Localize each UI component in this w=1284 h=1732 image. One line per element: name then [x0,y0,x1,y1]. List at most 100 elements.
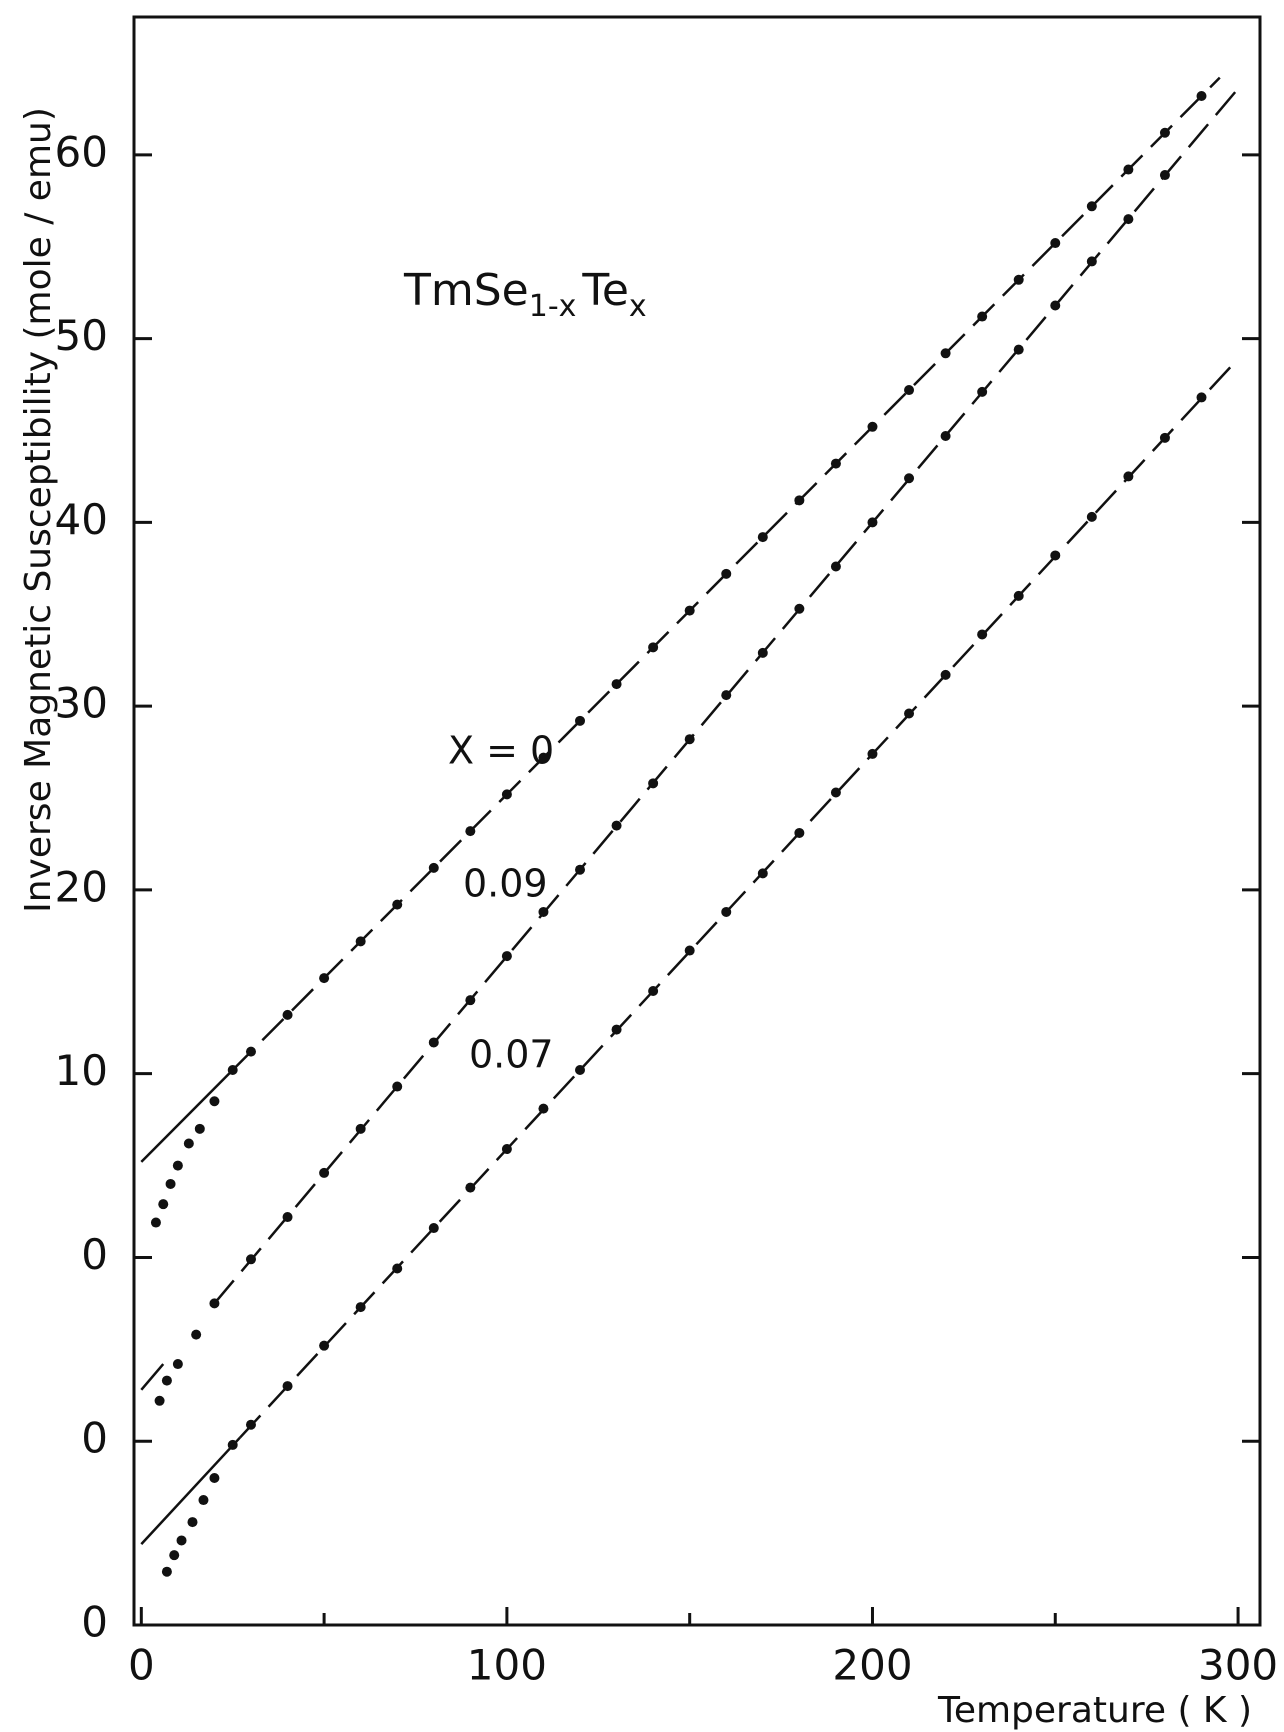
data-point [209,1298,220,1309]
data-point [867,421,878,432]
data-point [1013,274,1024,285]
data-point [538,1103,549,1114]
title-part: TmSe [403,265,529,316]
data-point [176,1535,187,1546]
data-point [684,945,695,956]
data-point [319,1167,330,1178]
data-point [465,995,476,1006]
fit-line [213,87,1240,1305]
data-point [940,430,951,441]
data-point [684,605,695,616]
data-point [757,532,768,543]
data-point [1196,91,1207,102]
data-point [794,603,805,614]
data-point [165,1178,176,1189]
data-point [209,1472,220,1483]
data-point [169,1550,180,1561]
data-point [721,906,732,917]
data-point [867,517,878,528]
data-point [1050,550,1061,561]
y-tick-label: 0 [81,1230,108,1279]
data-point [158,1199,169,1210]
y-tick-label: 60 [55,127,108,176]
data-point [940,348,951,359]
title-subscript: x [629,289,647,324]
data-point [830,787,841,798]
fit-line [140,1069,234,1163]
data-point [1086,511,1097,522]
data-point [319,1340,330,1351]
data-point [1086,256,1097,267]
data-point [227,1065,238,1076]
title-part: Te [581,265,628,316]
data-point [194,1123,205,1134]
data-point [575,864,586,875]
y-tick-label: 50 [55,311,108,360]
data-point [355,1123,366,1134]
data-point [721,568,732,579]
data-point [538,752,549,763]
plot-frame [132,15,1262,1627]
data-point [757,647,768,658]
data-point [611,679,622,690]
data-point [191,1329,202,1340]
fit-line [239,357,1239,1439]
data-point [161,1375,172,1386]
x-tick-label: 100 [467,1641,547,1690]
data-point [575,1065,586,1076]
x-tick-label: 300 [1198,1641,1278,1690]
data-point [428,1223,439,1234]
data-point [245,1419,256,1430]
data-point [1159,127,1170,138]
data-point [392,1081,403,1092]
data-point [904,708,915,719]
y-tick-label: 10 [55,1046,108,1095]
y-tick-label: 30 [55,679,108,728]
data-point [977,311,988,322]
data-point [794,827,805,838]
data-point [1159,432,1170,443]
data-point [904,473,915,484]
y-tick-label: 0 [81,1414,108,1463]
data-point [154,1395,165,1406]
data-point [172,1359,183,1370]
data-point [187,1517,198,1528]
data-point [867,748,878,759]
data-point [904,385,915,396]
chart-title: TmSe1-x Tex [403,265,647,324]
data-point [1123,164,1134,175]
title-subscript: 1-x [529,289,577,324]
annotation: 0.07 [469,1033,554,1077]
data-point [245,1254,256,1265]
data-point [648,985,659,996]
data-point [757,868,768,879]
data-point [245,1046,256,1057]
data-point [977,386,988,397]
data-point [392,899,403,910]
data-point [977,629,988,640]
y-tick-label: 40 [55,495,108,544]
data-point [501,951,512,962]
data-point [282,1381,293,1392]
x-tick-label: 0 [128,1641,155,1690]
data-point [1050,238,1061,249]
data-point [684,734,695,745]
data-point [282,1009,293,1020]
data-point [538,906,549,917]
data-point [465,1182,476,1193]
data-point [940,669,951,680]
data-point [1123,471,1134,482]
data-point [1050,300,1061,311]
data-point [183,1138,194,1149]
data-point [319,973,330,984]
data-point [465,826,476,837]
data-point [282,1212,293,1223]
data-point [648,642,659,653]
data-point [611,820,622,831]
x-axis-label: Temperature ( K ) [937,1690,1252,1731]
fit-line [140,1436,241,1545]
data-point [830,458,841,469]
data-point [794,495,805,506]
